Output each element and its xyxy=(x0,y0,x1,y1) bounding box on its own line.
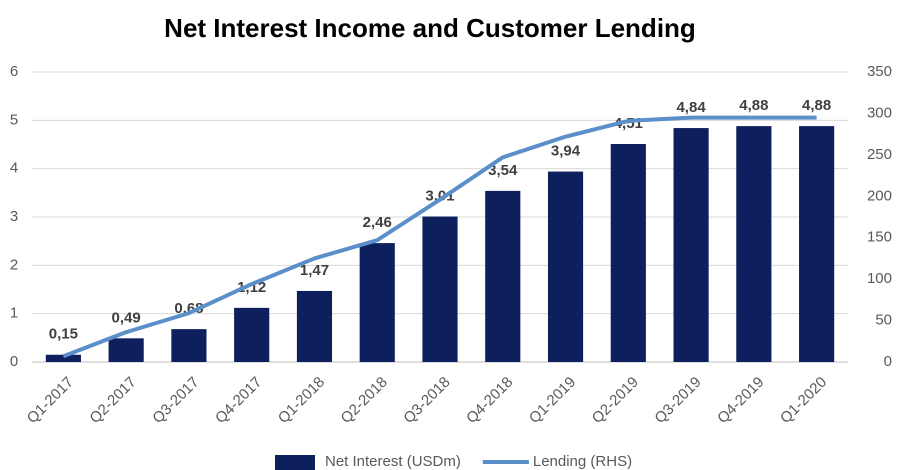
y2-tick-label: 50 xyxy=(875,312,892,329)
value-label: 4,84 xyxy=(676,99,706,116)
bar xyxy=(359,243,395,362)
bar xyxy=(547,171,584,362)
value-label: 2,46 xyxy=(363,214,392,231)
x-tick-label: Q3-2019 xyxy=(651,374,704,427)
y2-tick-label: 350 xyxy=(867,63,892,80)
x-tick-label: Q4-2017 xyxy=(212,374,265,427)
bar xyxy=(422,216,458,362)
y-tick-label: 0 xyxy=(10,353,18,370)
bar xyxy=(45,354,81,362)
y-tick-label: 3 xyxy=(10,208,18,225)
y-tick-label: 6 xyxy=(10,63,18,80)
bar xyxy=(673,128,709,362)
x-tick-label: Q4-2019 xyxy=(714,374,767,427)
x-tick-label: Q3-2017 xyxy=(149,374,202,427)
chart-title: Net Interest Income and Customer Lending xyxy=(164,13,696,43)
y-tick-label: 2 xyxy=(10,256,18,273)
y-tick-label: 1 xyxy=(10,305,18,322)
y2-tick-label: 300 xyxy=(867,104,892,121)
value-label: 3,94 xyxy=(551,143,581,160)
value-label: 4,88 xyxy=(802,97,831,114)
bar xyxy=(234,307,270,362)
bar xyxy=(108,338,144,362)
bar xyxy=(799,126,835,362)
x-tick-label: Q3-2018 xyxy=(400,374,453,427)
y2-tick-label: 150 xyxy=(867,229,892,246)
y2-tick-label: 200 xyxy=(867,187,892,204)
y2-tick-label: 100 xyxy=(867,270,892,287)
x-tick-label: Q4-2018 xyxy=(463,374,516,427)
x-tick-label: Q2-2017 xyxy=(86,374,139,427)
bar xyxy=(610,144,646,362)
legend-swatch xyxy=(275,455,315,470)
x-tick-label: Q2-2018 xyxy=(338,374,391,427)
x-tick-label: Q1-2017 xyxy=(24,374,77,427)
x-tick-label: Q1-2020 xyxy=(777,374,830,427)
bar xyxy=(296,290,333,362)
y2-tick-label: 250 xyxy=(867,146,892,163)
x-tick-label: Q1-2018 xyxy=(275,374,328,427)
value-label: 0,15 xyxy=(49,326,78,343)
value-label: 1,47 xyxy=(300,262,329,279)
value-label: 3,01 xyxy=(425,187,454,204)
value-label: 0,68 xyxy=(174,300,203,317)
bar xyxy=(171,329,207,362)
x-tick-label: Q2-2019 xyxy=(589,374,642,427)
line xyxy=(62,115,817,359)
y-tick-label: 5 xyxy=(10,111,18,128)
value-label: 3,54 xyxy=(488,162,518,179)
y2-tick-label: 0 xyxy=(884,353,892,370)
legend-label: Lending (RHS) xyxy=(533,453,632,470)
x-tick-label: Q1-2019 xyxy=(526,374,579,427)
value-label: 4,88 xyxy=(739,97,768,114)
bar xyxy=(485,190,521,362)
y-tick-label: 4 xyxy=(10,160,18,177)
legend-label: Net Interest (USDm) xyxy=(325,453,461,470)
bar xyxy=(736,126,772,362)
value-label: 0,49 xyxy=(112,309,141,326)
